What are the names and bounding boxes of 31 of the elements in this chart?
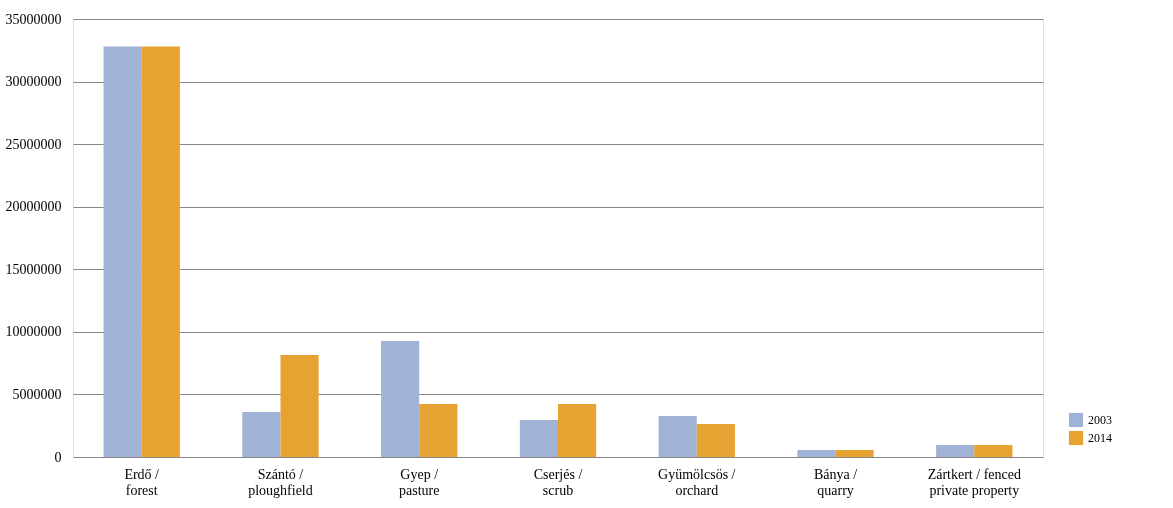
y-tick-label: 30000000: [5, 74, 62, 90]
x-tick-label: Bánya / quarry: [813, 466, 858, 498]
x-tick-label: Cserjés / scrub: [533, 466, 583, 498]
bar: [381, 340, 420, 457]
bar: [103, 46, 142, 457]
bar: [242, 411, 281, 457]
bar: [936, 444, 975, 457]
bar: [519, 419, 558, 457]
bar: [280, 355, 319, 457]
bar: [797, 449, 836, 457]
x-tick-label: Zártkert / fenced private property: [927, 466, 1021, 498]
bar: [974, 444, 1013, 457]
y-tick-label: 25000000: [5, 136, 62, 152]
legend-label: 2014: [1088, 431, 1112, 445]
y-tick-label: 0: [54, 449, 62, 465]
y-tick-label: 10000000: [5, 324, 62, 340]
bar: [658, 415, 697, 457]
y-tick-label: 5000000: [12, 386, 62, 402]
y-tick-label: 15000000: [5, 261, 62, 277]
x-tick-label: Erdő / forest: [124, 466, 160, 498]
bar: [419, 403, 458, 457]
bar: [696, 423, 735, 457]
bar: [141, 46, 180, 457]
y-tick-label: 20000000: [5, 199, 62, 215]
x-tick-label: Szántó / ploughfield: [248, 466, 313, 498]
bar: [835, 449, 874, 457]
x-tick-label: Gyümölcsös / orchard: [658, 466, 736, 498]
bar: [558, 403, 597, 457]
x-tick-label: Gyep / pasture: [399, 466, 440, 498]
legend-label: 2003: [1088, 413, 1112, 427]
y-tick-label: 35000000: [5, 11, 62, 27]
